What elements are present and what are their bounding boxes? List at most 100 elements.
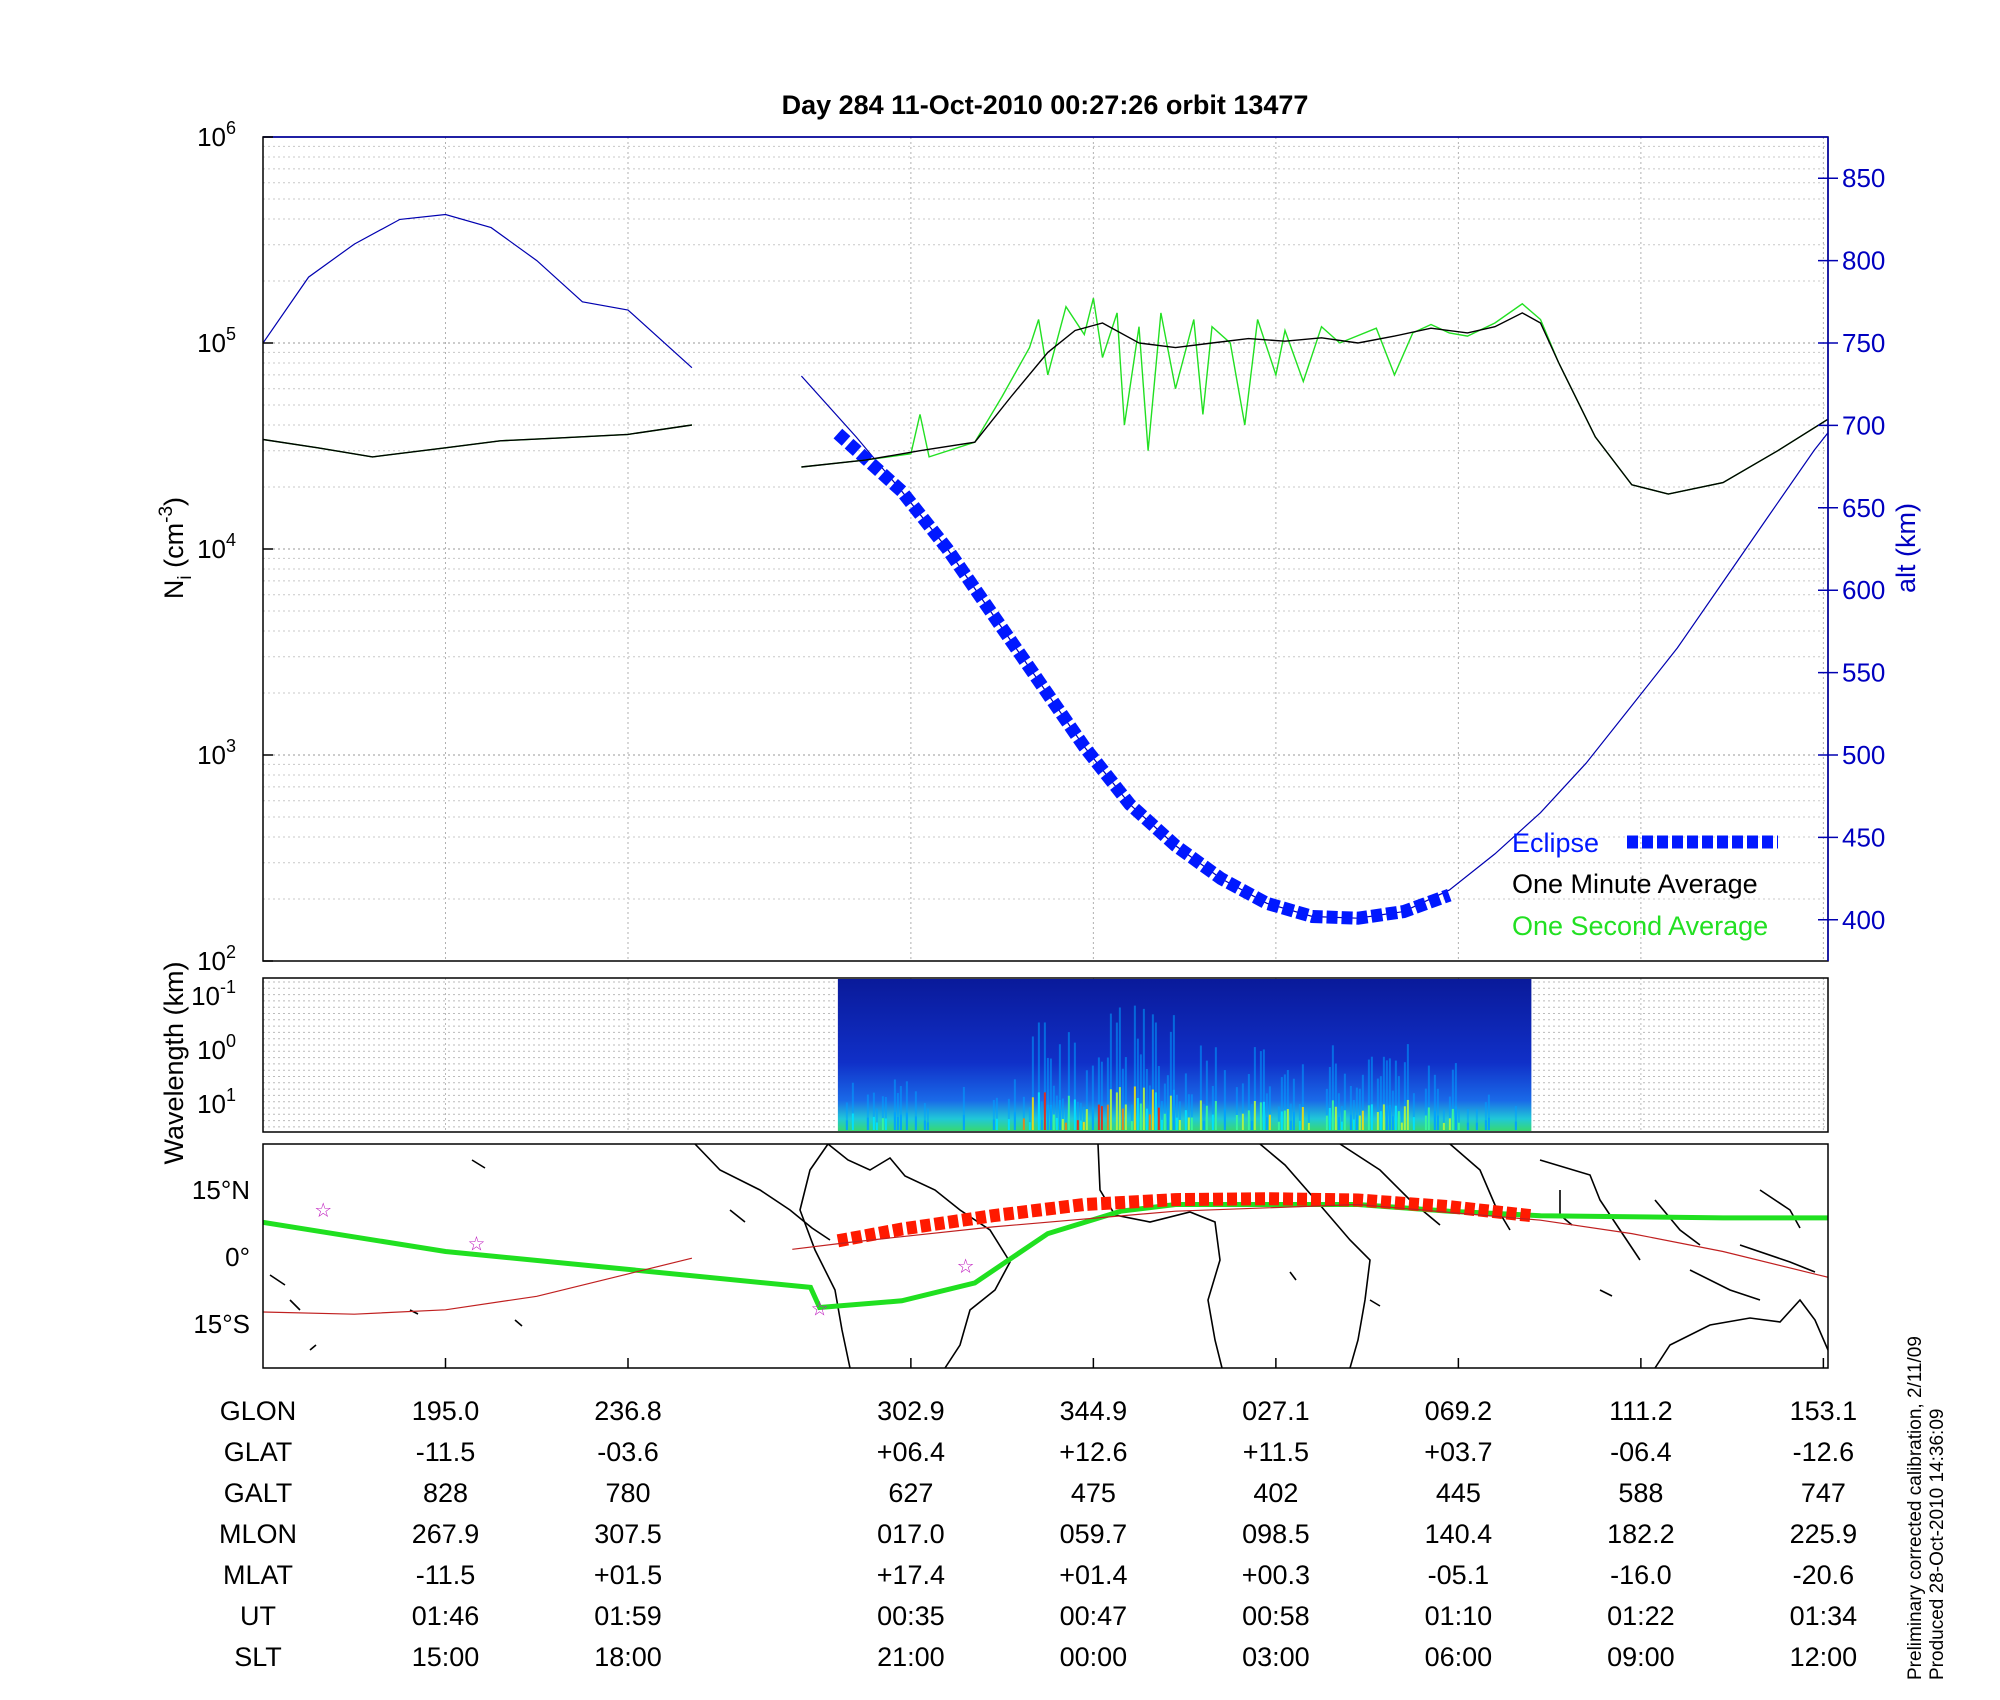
spectrogram-streak-core <box>1475 1122 1478 1130</box>
spectrogram-streak <box>845 1102 848 1130</box>
spectrogram-streak-core <box>1379 1111 1382 1130</box>
spectrogram-streak-core <box>1361 1110 1364 1130</box>
spectrogram-streak <box>1079 1102 1082 1130</box>
spectrogram-streak-core <box>851 1113 854 1130</box>
spectrogram-streak-core <box>992 1119 995 1130</box>
spectrogram-streak-core <box>1154 1092 1157 1130</box>
table-cell: +12.6 <box>1059 1437 1127 1467</box>
spectrogram-streak <box>1448 1096 1451 1130</box>
table-cell: 059.7 <box>1060 1519 1128 1549</box>
spectrogram-streak-core <box>1370 1104 1373 1130</box>
spectrogram-streak <box>1061 1098 1064 1130</box>
spectrogram-streak <box>1355 1087 1358 1130</box>
spectrogram-streak-core <box>1151 1089 1154 1130</box>
altitude-y-tick-label: 750 <box>1842 328 1885 358</box>
table-cell: 18:00 <box>594 1642 662 1672</box>
table-cell: 01:22 <box>1607 1601 1675 1631</box>
spectrogram-streak <box>1298 1103 1301 1130</box>
spectrogram-streak-core <box>1265 1117 1268 1130</box>
spectrogram-streak <box>1487 1094 1490 1130</box>
spectrogram-streak <box>896 1093 899 1130</box>
spectrogram-streak <box>1163 1083 1166 1130</box>
spectrogram-streak-core <box>1262 1101 1265 1130</box>
spectrogram-streak-core <box>1343 1110 1346 1130</box>
spectrogram-streak-core <box>1100 1106 1103 1130</box>
spectrogram-streak <box>1451 1069 1454 1130</box>
spectrogram-streak <box>1169 1031 1172 1130</box>
spectrogram-streak <box>1391 1090 1394 1130</box>
table-cell: 344.9 <box>1060 1396 1128 1426</box>
spectrogram-streak <box>1076 1101 1079 1130</box>
density-y-tick-label: 104 <box>197 530 236 564</box>
spectrogram-streak-core <box>1376 1112 1379 1130</box>
spectrogram-streak-core <box>1061 1118 1064 1130</box>
spectrogram-streak <box>1109 1013 1112 1130</box>
spectrogram-streak <box>1280 1077 1283 1130</box>
altitude-y-label: alt (km) <box>1891 503 1921 593</box>
chart-title: Day 284 11-Oct-2010 00:27:26 orbit 13477 <box>782 90 1309 120</box>
spectrogram-streak <box>1358 1088 1361 1130</box>
star-marker: ☆ <box>314 1198 332 1222</box>
spectrogram-streak <box>1337 1093 1340 1130</box>
altitude-series <box>263 213 693 369</box>
spectrogram-streak-core <box>1355 1115 1358 1130</box>
table-cell: +06.4 <box>877 1437 945 1467</box>
spectrogram-streak <box>1118 1007 1121 1130</box>
table-cell: 069.2 <box>1425 1396 1493 1426</box>
spectrogram-streak <box>899 1086 902 1130</box>
spectrogram-streak <box>1133 1005 1136 1130</box>
spectrogram-streak <box>1139 1054 1142 1130</box>
tick-exponent: 6 <box>226 118 236 138</box>
spectrogram-streak <box>1124 1057 1127 1130</box>
spectrogram-streak <box>1130 1104 1133 1130</box>
spectrogram-streak-core <box>1199 1100 1202 1130</box>
spectrogram-streak <box>881 1096 884 1130</box>
table-cell: 111.2 <box>1609 1396 1673 1426</box>
table-row-label-galt: GALT <box>224 1478 293 1508</box>
table-cell: 747 <box>1801 1478 1846 1508</box>
spectrogram-streak-core <box>1277 1121 1280 1130</box>
spectrogram-streak-core <box>1106 1104 1109 1130</box>
spectrogram-streak <box>1100 1061 1103 1130</box>
spectrogram-streak-core <box>1448 1118 1451 1130</box>
tick-exponent: 1 <box>226 1085 236 1105</box>
table-cell: 01:59 <box>594 1601 662 1631</box>
table-row-label-mlat: MLAT <box>223 1560 293 1590</box>
spectrogram-streak <box>1190 1094 1193 1130</box>
spectrogram-streak-core <box>875 1122 878 1130</box>
spectrogram-streak-core <box>1301 1106 1304 1130</box>
spectrogram-streak-core <box>1367 1105 1370 1130</box>
spectrogram-streak-core <box>905 1112 908 1130</box>
table-cell: +17.4 <box>877 1560 945 1590</box>
spectrogram-streak <box>1514 1105 1517 1130</box>
altitude-y-axis: 400 450 500 550 600 650 700 750 800 850 <box>1818 163 1885 935</box>
spectrogram-streak <box>1370 1056 1373 1130</box>
spectrogram-streak <box>1085 1070 1088 1130</box>
spectrogram-streak-core <box>1436 1115 1439 1130</box>
table-cell: +01.5 <box>594 1560 662 1590</box>
spectrogram-streak <box>866 1094 869 1130</box>
spectrogram-streak <box>1184 1073 1187 1130</box>
table-cell: 06:00 <box>1425 1642 1493 1672</box>
spectrogram-streak <box>1106 1057 1109 1130</box>
spectrogram-streak <box>1121 1068 1124 1130</box>
spectrogram-streak <box>1262 1049 1265 1130</box>
spectrogram-streak-core <box>1211 1114 1214 1130</box>
spectrogram-streak-core <box>1250 1120 1253 1130</box>
spectrogram-streak-core <box>1043 1092 1046 1130</box>
density-y-label-unit-sup: -3 <box>156 506 177 523</box>
spectrogram-streak-core <box>1253 1100 1256 1130</box>
altitude-y-tick-label: 450 <box>1842 822 1885 852</box>
spectrogram-streak <box>1073 1042 1076 1130</box>
altitude-y-tick-label: 400 <box>1842 905 1885 935</box>
spectrogram-streak-core <box>884 1118 887 1130</box>
spectrogram-streak <box>1424 1088 1427 1130</box>
spectrogram-streak-core <box>1214 1101 1217 1130</box>
table-cell: 225.9 <box>1790 1519 1858 1549</box>
spectrogram-streak-core <box>1340 1121 1343 1130</box>
spectrogram-streak <box>923 1103 926 1130</box>
spectrogram-streak <box>1301 1064 1304 1130</box>
spectrogram-streak <box>1268 1086 1271 1130</box>
spectrogram-streak <box>1403 1062 1406 1130</box>
